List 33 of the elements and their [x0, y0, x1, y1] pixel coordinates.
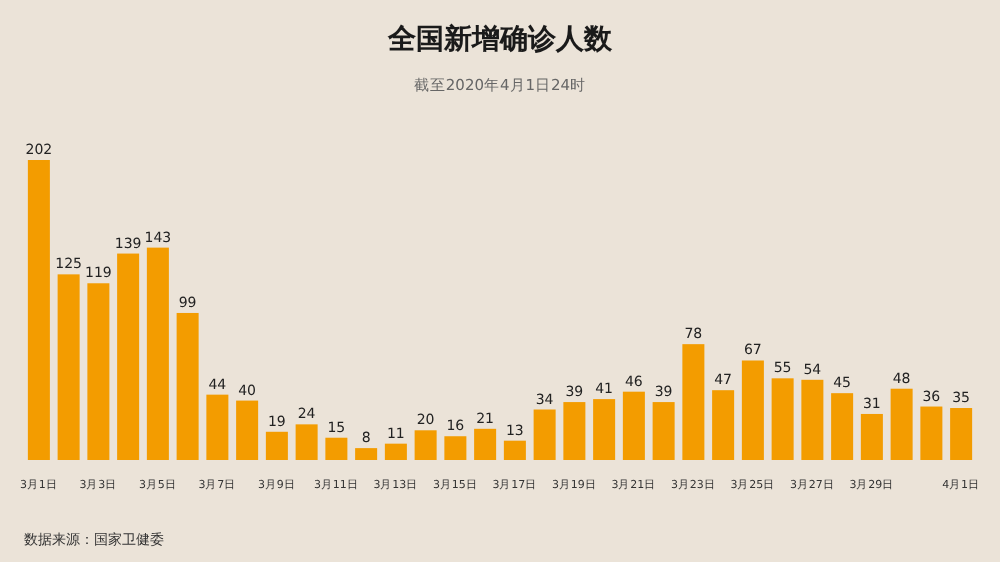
bar	[206, 394, 229, 460]
bar	[474, 428, 497, 460]
bar	[27, 160, 50, 460]
bar	[295, 424, 318, 460]
bar	[384, 443, 407, 460]
bar	[563, 402, 586, 460]
bar	[652, 402, 675, 460]
bar	[87, 283, 110, 460]
bar	[117, 253, 140, 460]
bar	[444, 436, 467, 460]
bar	[920, 406, 943, 460]
bar	[622, 391, 645, 460]
bar	[414, 430, 437, 460]
bar	[712, 390, 735, 460]
bar	[325, 437, 348, 460]
chart-title: 全国新增确诊人数	[386, 22, 614, 56]
bar	[176, 312, 199, 460]
bar	[355, 448, 378, 460]
bar	[831, 393, 854, 460]
bar	[801, 379, 824, 460]
bar	[265, 431, 288, 460]
bar	[533, 409, 556, 460]
bar	[57, 274, 80, 460]
bar	[593, 399, 616, 460]
bar	[860, 413, 883, 460]
bar	[503, 440, 526, 460]
bar	[771, 378, 794, 460]
bar	[236, 400, 259, 460]
bar	[950, 408, 973, 460]
bar	[890, 388, 913, 460]
bar	[682, 344, 705, 460]
bar	[741, 360, 764, 460]
bar	[146, 247, 169, 460]
